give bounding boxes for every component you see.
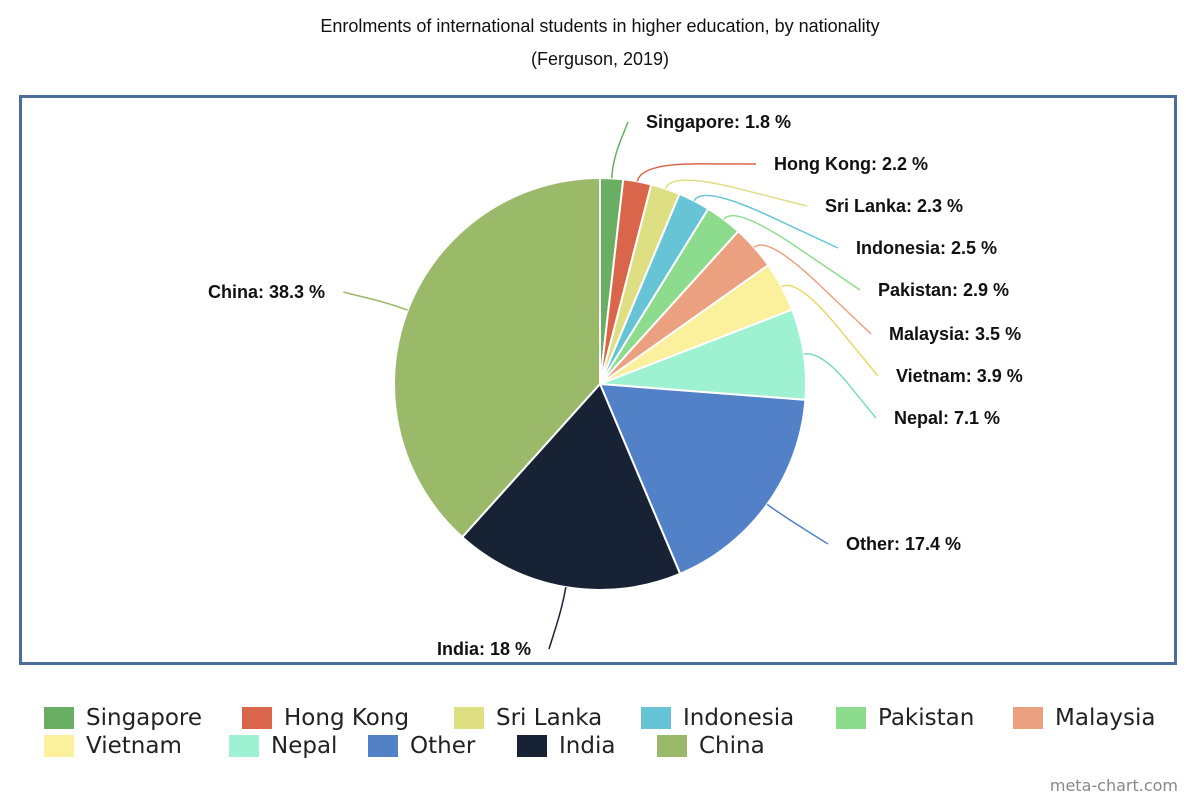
data-label-indonesia: Indonesia: 2.5 %	[856, 238, 997, 258]
legend-item-china[interactable]: China	[657, 733, 765, 759]
legend-label: Hong Kong	[284, 705, 410, 731]
legend-label: Singapore	[86, 705, 203, 731]
chart-subtitle: (Ferguson, 2019)	[530, 49, 670, 69]
legend-label: Pakistan	[878, 705, 975, 731]
connector-line-indonesia	[693, 194, 839, 249]
watermark: meta-chart.com	[1049, 776, 1178, 795]
legend-label: Malaysia	[1055, 705, 1156, 731]
data-label-nepal: Nepal: 7.1 %	[894, 408, 1000, 428]
connector-line-sri-lanka	[664, 179, 808, 207]
connector-line-vietnam	[781, 284, 879, 377]
data-label-vietnam: Vietnam: 3.9 %	[896, 366, 1023, 386]
data-label-sri-lanka: Sri Lanka: 2.3 %	[825, 196, 963, 216]
data-label-pakistan: Pakistan: 2.9 %	[878, 280, 1009, 300]
data-label-other: Other: 17.4 %	[846, 534, 961, 554]
legend-label: Other	[410, 733, 476, 759]
connector-line-singapore	[610, 121, 629, 179]
connector-line-china	[342, 291, 408, 311]
connector-line-other	[766, 503, 829, 545]
data-label-singapore: Singapore: 1.8 %	[646, 112, 791, 132]
legend-swatch	[229, 735, 259, 757]
legend-swatch	[454, 707, 484, 729]
legend-label: China	[699, 733, 765, 759]
legend-item-malaysia[interactable]: Malaysia	[1013, 705, 1156, 731]
legend-item-other[interactable]: Other	[368, 733, 475, 759]
data-label-hong-kong: Hong Kong: 2.2 %	[774, 154, 928, 174]
legend-swatch	[44, 707, 74, 729]
legend-item-hong-kong[interactable]: Hong Kong	[242, 705, 409, 731]
legend-label: India	[559, 733, 616, 759]
legend-label: Nepal	[271, 733, 338, 759]
legend-item-india[interactable]: India	[517, 733, 615, 759]
pie-slice-other[interactable]	[598, 382, 807, 576]
legend-item-singapore[interactable]: Singapore	[44, 705, 202, 731]
legend-swatch	[44, 735, 74, 757]
legend-item-vietnam[interactable]: Vietnam	[44, 733, 182, 759]
legend-label: Vietnam	[86, 733, 182, 759]
legend-swatch	[657, 735, 687, 757]
data-label-india: India: 18 %	[437, 639, 531, 659]
legend-swatch	[368, 735, 398, 757]
connector-line-hong-kong	[636, 163, 757, 182]
data-label-malaysia: Malaysia: 3.5 %	[889, 324, 1021, 344]
legend-item-pakistan[interactable]: Pakistan	[836, 705, 974, 731]
legend-swatch	[836, 707, 866, 729]
legend-label: Sri Lanka	[496, 705, 603, 731]
legend-swatch	[517, 735, 547, 757]
connector-line-pakistan	[723, 215, 861, 291]
connector-line-malaysia	[753, 244, 872, 335]
legend-label: Indonesia	[683, 705, 795, 731]
legend-swatch	[1013, 707, 1043, 729]
connector-line-nepal	[803, 353, 877, 419]
legend-item-nepal[interactable]: Nepal	[229, 733, 337, 759]
legend-item-sri-lanka[interactable]: Sri Lanka	[454, 705, 602, 731]
legend-item-indonesia[interactable]: Indonesia	[641, 705, 794, 731]
plot-area-frame	[19, 95, 1177, 665]
chart-title: Enrolments of international students in …	[320, 16, 880, 36]
connector-line-india	[548, 587, 567, 650]
legend-swatch	[242, 707, 272, 729]
data-label-china: China: 38.3 %	[208, 282, 325, 302]
legend-swatch	[641, 707, 671, 729]
